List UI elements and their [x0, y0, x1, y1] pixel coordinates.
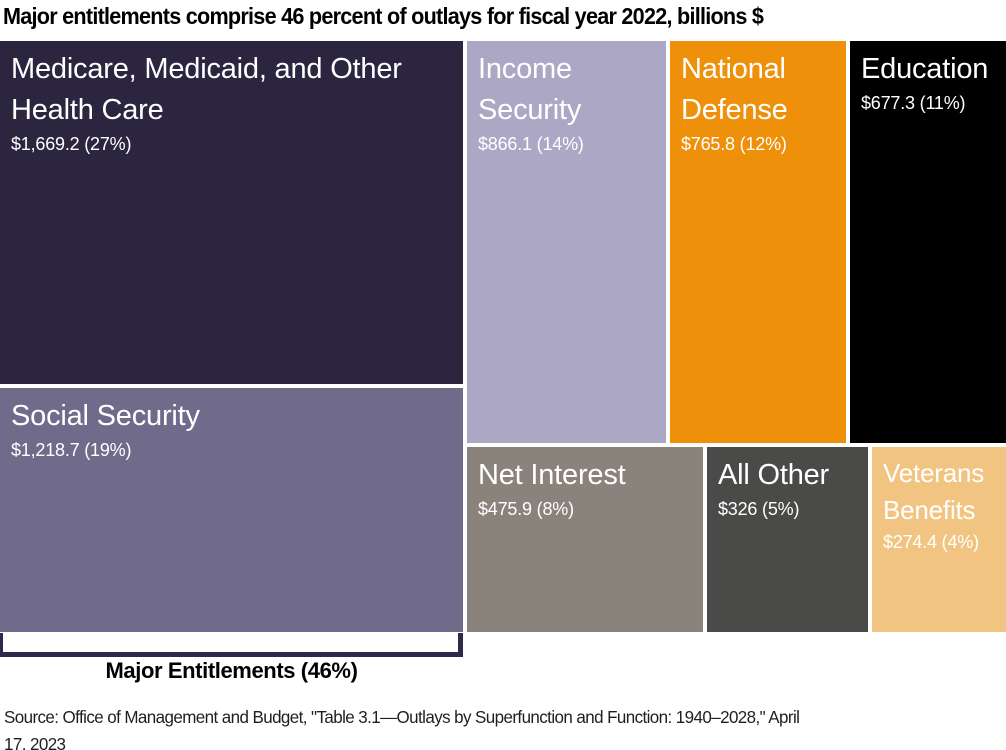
treemap-cell-education: Education $677.3 (11%): [850, 41, 1006, 443]
cell-label: Income Security: [478, 53, 582, 127]
treemap-cell-veterans-benefits: Veterans Benefits $274.4 (4%): [872, 447, 1006, 632]
treemap-cell-income-security: Income Security $866.1 (14%): [467, 41, 666, 443]
cell-value: $326 (5%): [718, 499, 800, 520]
cell-label: Medicare, Medicaid, and Other Health Car…: [11, 53, 402, 127]
cell-value: $1,218.7 (19%): [11, 440, 132, 461]
source-note: Source: Office of Management and Budget,…: [4, 704, 974, 750]
source-line-1: Source: Office of Management and Budget,…: [4, 707, 800, 727]
cell-value: $1,669.2 (27%): [11, 134, 132, 155]
cell-label: National Defense: [681, 53, 788, 127]
cell-value: $274.4 (4%): [883, 531, 979, 552]
major-entitlements-label: Major Entitlements (46%): [105, 658, 358, 683]
cell-label: Net Interest: [478, 459, 626, 491]
cell-value: $765.8 (12%): [681, 134, 787, 155]
cell-label: Veterans Benefits: [883, 458, 985, 525]
cell-label: All Other: [718, 459, 830, 491]
cell-label: Social Security: [11, 400, 200, 432]
treemap-cell-net-interest: Net Interest $475.9 (8%): [467, 447, 703, 632]
treemap-cell-social-security: Social Security $1,218.7 (19%): [0, 388, 463, 632]
cell-label: Education: [861, 53, 989, 85]
chart-title: Major entitlements comprise 46 percent o…: [3, 3, 764, 29]
treemap-cell-national-defense: National Defense $765.8 (12%): [670, 41, 846, 443]
cell-value: $475.9 (8%): [478, 499, 574, 520]
treemap-cell-all-other: All Other $326 (5%): [707, 447, 868, 632]
treemap: Medicare, Medicaid, and Other Health Car…: [0, 41, 1006, 657]
source-line-2: 17, 2023: [4, 734, 66, 750]
treemap-cell-medicare-medicaid-health: Medicare, Medicaid, and Other Health Car…: [0, 41, 463, 384]
cell-value: $677.3 (11%): [861, 93, 966, 114]
cell-value: $866.1 (14%): [478, 134, 584, 155]
major-entitlements-bracket: [0, 633, 463, 657]
